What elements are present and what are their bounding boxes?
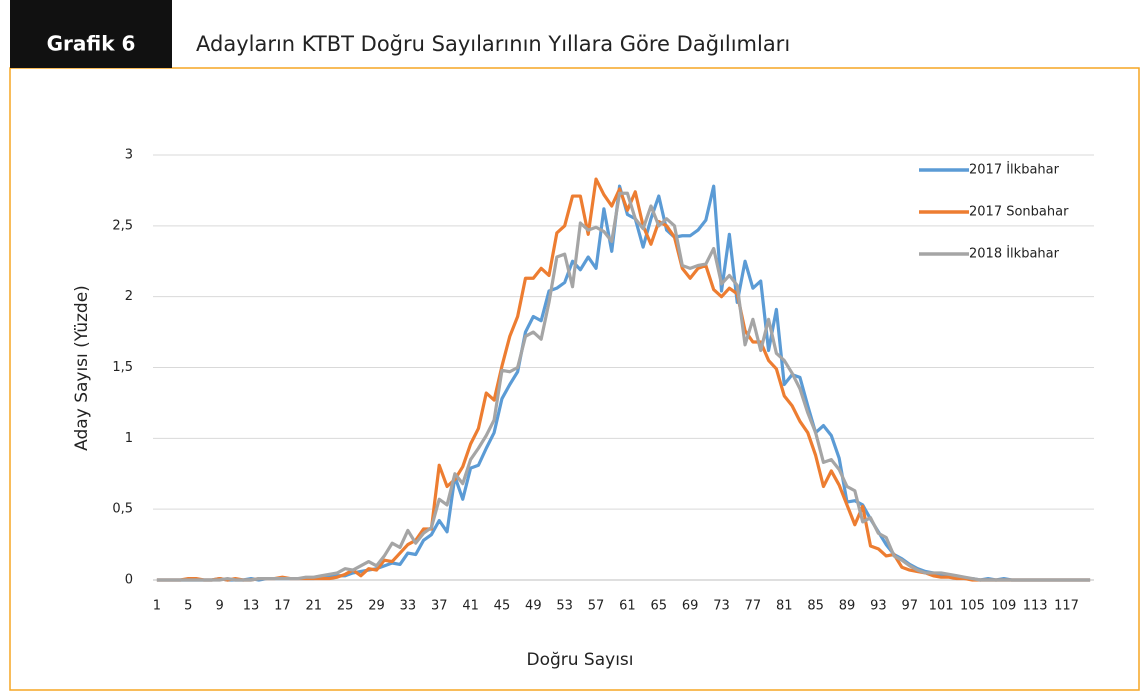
x-tick-label: 61: [619, 599, 636, 614]
x-tick-label: 45: [494, 599, 511, 614]
legend-label: 2018 İlkbahar: [969, 246, 1060, 262]
x-tick-label: 69: [682, 599, 699, 614]
x-tick-label: 57: [588, 599, 605, 614]
x-tick-label: 21: [305, 599, 322, 614]
y-tick-label: 2: [125, 289, 133, 304]
x-tick-label: 41: [462, 599, 479, 614]
frame: [9, 67, 1140, 691]
x-tick-label: 25: [337, 599, 354, 614]
x-tick-label: 117: [1054, 599, 1079, 614]
x-tick-label: 29: [368, 599, 385, 614]
x-tick-label: 105: [960, 599, 985, 614]
x-tick-label: 33: [400, 599, 417, 614]
x-tick-label: 1: [153, 599, 161, 614]
x-tick-label: 93: [870, 599, 887, 614]
chart-title: Adayların KTBT Doğru Sayılarının Yıllara…: [196, 32, 790, 56]
series-line: [156, 191, 1091, 582]
x-tick-label: 13: [243, 599, 260, 614]
header-label: Grafik 6: [47, 32, 136, 56]
legend-label: 2017 İlkbahar: [969, 162, 1060, 178]
x-axis-label: Doğru Sayısı: [526, 650, 633, 670]
x-tick-label: 49: [525, 599, 542, 614]
legend-label: 2017 Sonbahar: [969, 205, 1069, 220]
x-tick-label: 65: [651, 599, 668, 614]
y-tick-label: 3: [125, 148, 133, 163]
y-tick-label: 0,5: [112, 502, 133, 517]
x-tick-label: 17: [274, 599, 291, 614]
header-badge: [10, 0, 172, 68]
y-tick-label: 1,5: [112, 360, 133, 375]
x-tick-label: 77: [745, 599, 762, 614]
x-tick-label: 109: [991, 599, 1016, 614]
x-tick-label: 53: [556, 599, 573, 614]
x-tick-label: 97: [901, 599, 918, 614]
x-tick-label: 81: [776, 599, 793, 614]
x-tick-label: 89: [839, 599, 856, 614]
y-axis-label: Aday Sayısı (Yüzde): [72, 285, 92, 451]
x-tick-label: 37: [431, 599, 448, 614]
x-tick-label: 113: [1023, 599, 1048, 614]
x-tick-label: 101: [929, 599, 954, 614]
x-tick-label: 9: [216, 599, 224, 614]
x-tick-label: 73: [713, 599, 730, 614]
x-tick-label: 85: [807, 599, 824, 614]
x-tick-label: 5: [184, 599, 192, 614]
y-tick-label: 1: [125, 431, 133, 446]
y-tick-label: 0: [125, 573, 133, 588]
y-tick-label: 2,5: [112, 218, 133, 233]
